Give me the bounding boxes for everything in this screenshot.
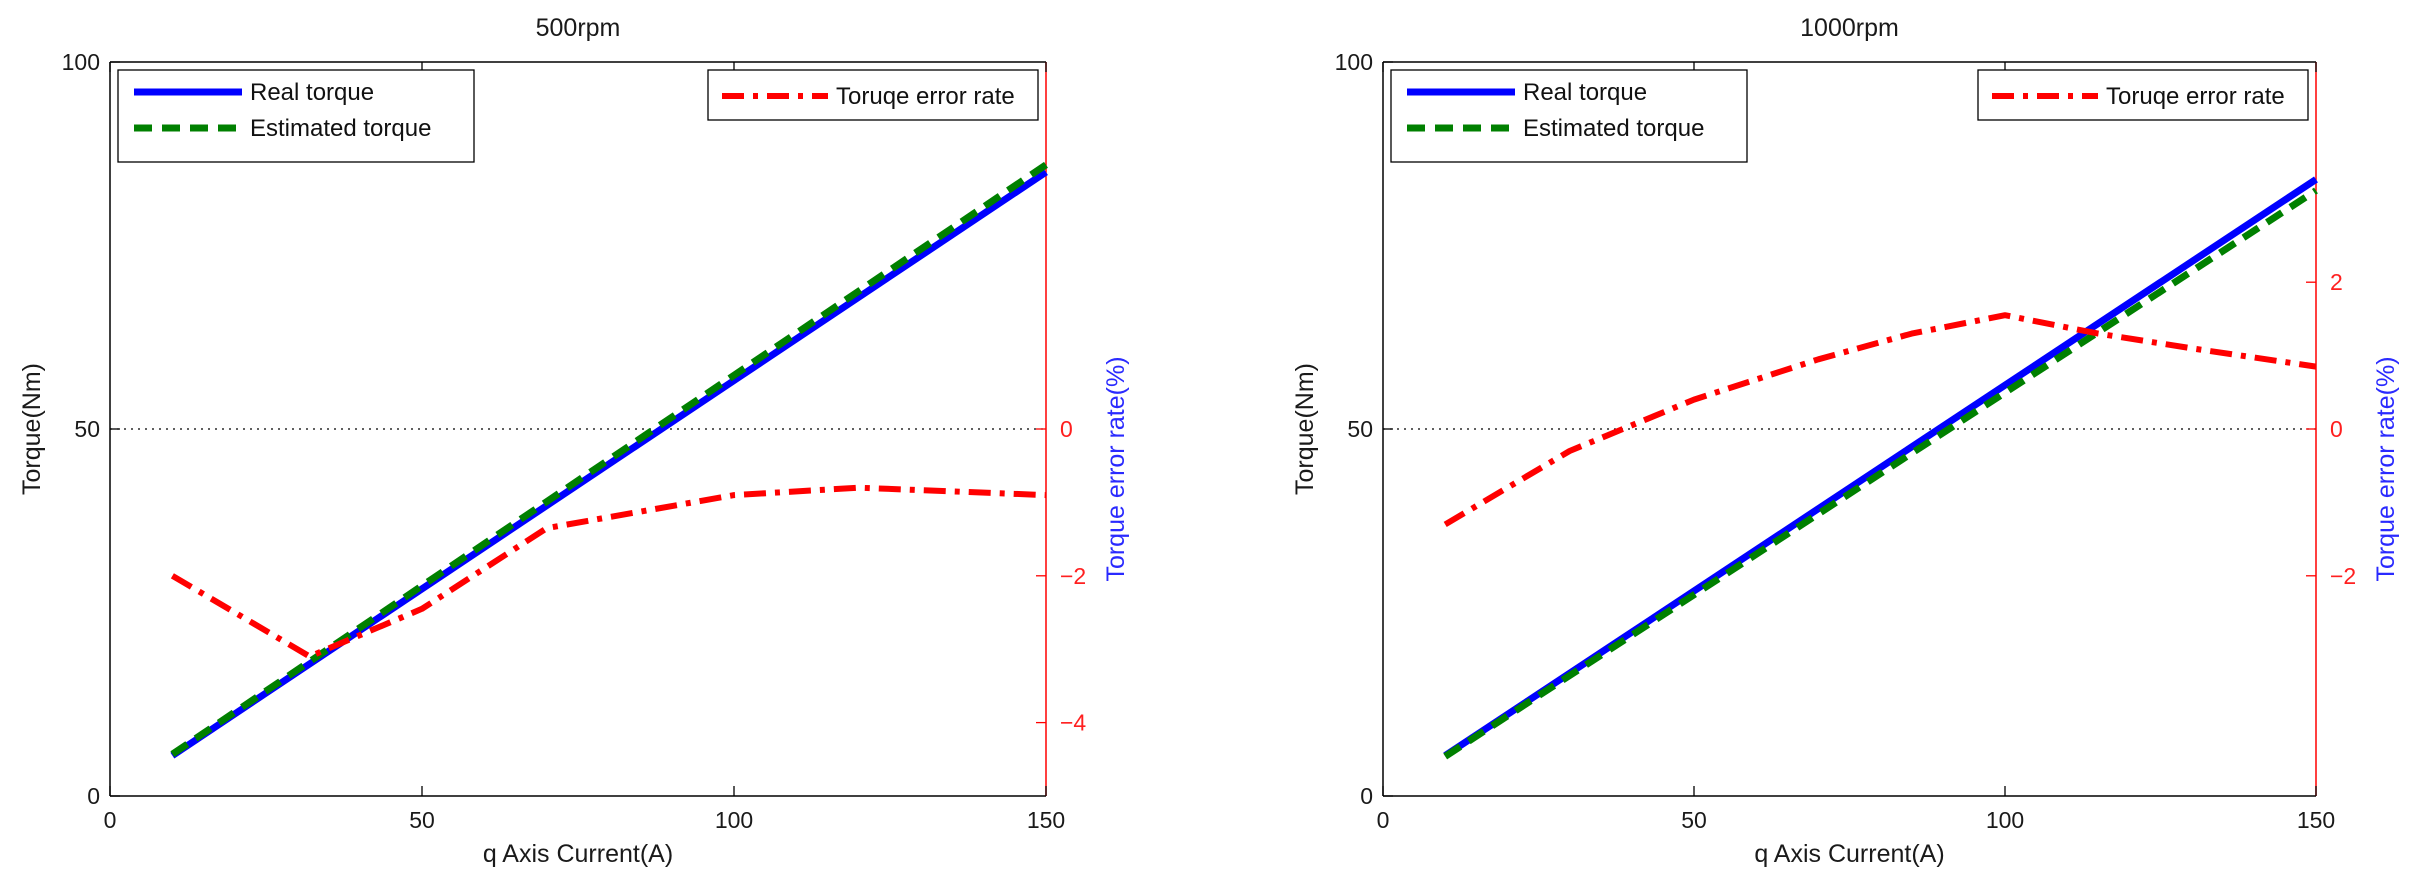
- legend-box-right: [1977, 69, 2309, 121]
- y-tick-label: 50: [1347, 416, 1373, 442]
- y-tick-label: 0: [87, 783, 100, 809]
- y-right-tick-label: −2: [1060, 563, 1086, 589]
- legend-label-real: Real torque: [1523, 79, 1647, 106]
- y-tick-label: 0: [1360, 783, 1373, 809]
- y-right-axis-label: Torque error rate(%): [1102, 356, 1130, 581]
- x-tick-label: 50: [1681, 807, 1707, 833]
- x-tick-label: 0: [104, 807, 117, 833]
- chart-panel-1: 0 50 100 150 0 50 100 −4 −2 0 500rpm q Axis Current…: [18, 14, 1130, 868]
- y-right-tick-label: 2: [2330, 269, 2343, 295]
- legend-box-left: [117, 69, 475, 163]
- legend-label-real: Real torque: [250, 79, 374, 106]
- x-axis-label: q Axis Current(A): [1754, 840, 1944, 868]
- chart-title: 500rpm: [536, 14, 621, 42]
- chart-panel-2: 0 50 100 150 0 50 100 −2 0 2 1000rpm q Axis Current…: [1291, 14, 2400, 868]
- y-right-tick-label: −2: [2330, 563, 2356, 589]
- legend-box-left: [1390, 69, 1748, 163]
- legend-box-right: [707, 69, 1039, 121]
- y-axis-label: Torque(Nm): [18, 363, 46, 495]
- chart-title: 1000rpm: [1800, 14, 1899, 42]
- legend-label-error: Toruqe error rate: [836, 83, 1015, 110]
- y-right-axis-label: Torque error rate(%): [2372, 356, 2400, 581]
- y-tick-label: 100: [1335, 49, 1373, 75]
- y-tick-label: 100: [62, 49, 100, 75]
- x-tick-label: 150: [1027, 807, 1065, 833]
- legend-label-error: Toruqe error rate: [2106, 83, 2285, 110]
- x-tick-label: 150: [2297, 807, 2335, 833]
- y-right-tick-label: −4: [1060, 710, 1086, 736]
- y-right-tick-label: 0: [1060, 416, 1073, 442]
- y-tick-label: 50: [74, 416, 100, 442]
- y-axis-label: Torque(Nm): [1291, 363, 1319, 495]
- x-tick-label: 100: [715, 807, 753, 833]
- x-tick-label: 100: [1986, 807, 2024, 833]
- y-right-tick-label: 0: [2330, 416, 2343, 442]
- toruqe-error-rate-line: [170, 484, 1047, 660]
- legend-label-estimated: Estimated torque: [1523, 115, 1704, 142]
- x-tick-label: 0: [1377, 807, 1390, 833]
- estimated-torque-line: [1443, 187, 2318, 760]
- x-tick-label: 50: [409, 807, 435, 833]
- x-axis-label: q Axis Current(A): [483, 840, 673, 868]
- toruqe-error-rate-line: [1443, 312, 2317, 527]
- legend-label-estimated: Estimated torque: [250, 115, 431, 142]
